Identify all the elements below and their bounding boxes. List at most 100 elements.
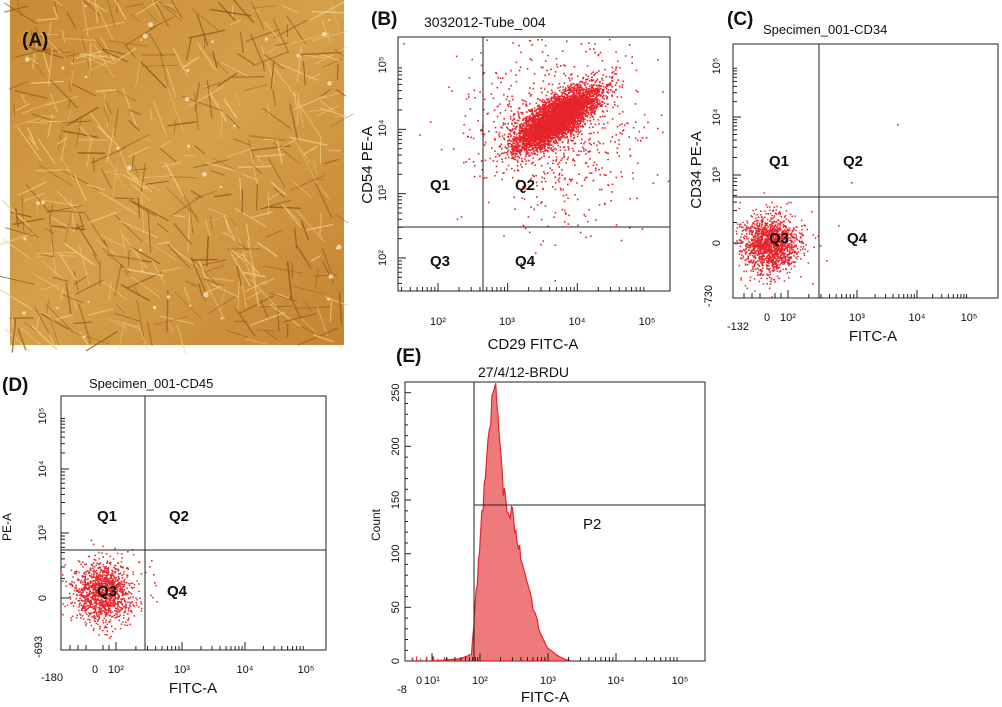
cell xyxy=(41,260,67,283)
scatter-dot xyxy=(567,127,570,129)
cell xyxy=(73,321,93,325)
scatter-dot xyxy=(532,139,534,141)
scatter-dot xyxy=(555,122,558,124)
scatter-dot xyxy=(553,124,555,127)
cell xyxy=(16,0,22,17)
scatter-dot xyxy=(571,178,574,181)
scatter-dot xyxy=(532,134,534,136)
cell xyxy=(114,197,135,200)
scatter-dot xyxy=(539,148,541,151)
scatter-dot xyxy=(567,140,570,143)
scatter-dot xyxy=(524,145,526,147)
scatter-dot xyxy=(577,224,579,227)
scatter-dot xyxy=(585,149,587,151)
cell xyxy=(0,199,30,227)
cell-body xyxy=(296,53,301,58)
scatter-dot xyxy=(574,112,576,114)
cell xyxy=(202,259,227,266)
scatter-dot xyxy=(495,131,498,133)
scatter-dot xyxy=(587,75,589,78)
scatter-dot xyxy=(511,147,514,149)
cell xyxy=(270,60,275,89)
scatter-dot xyxy=(567,108,570,110)
scatter-dot xyxy=(520,127,522,129)
scatter-dot xyxy=(572,106,574,108)
scatter-dot xyxy=(576,106,578,108)
cell xyxy=(129,200,156,217)
scatter-dot xyxy=(509,129,512,132)
cell xyxy=(25,121,48,124)
scatter-dot xyxy=(618,112,621,115)
scatter-dot xyxy=(513,147,516,149)
cell xyxy=(57,137,69,145)
scatter-dot xyxy=(585,106,588,109)
scatter-dot xyxy=(559,126,562,129)
scatter-dot xyxy=(558,180,561,183)
cell xyxy=(289,103,299,141)
scatter-dot xyxy=(570,178,573,181)
cell xyxy=(34,254,53,259)
cell xyxy=(45,205,84,214)
scatter-dot xyxy=(483,72,486,74)
cell xyxy=(244,338,268,345)
scatter-dot xyxy=(583,82,586,84)
scatter-dot xyxy=(520,138,523,140)
scatter-dot xyxy=(515,61,518,64)
cell xyxy=(246,240,257,278)
scatter-dot xyxy=(595,88,597,90)
scatter-dot xyxy=(593,48,595,50)
cell xyxy=(103,89,109,128)
scatter-dot xyxy=(524,190,526,192)
scatter-dot xyxy=(548,103,551,105)
cell-body xyxy=(148,22,154,28)
cell xyxy=(311,10,345,14)
cell xyxy=(313,274,338,277)
cell xyxy=(281,5,299,14)
scatter-dot xyxy=(557,108,560,110)
scatter-dot xyxy=(560,125,563,128)
cell xyxy=(144,180,169,185)
scatter-dot xyxy=(568,77,570,79)
scatter-dot xyxy=(578,173,580,175)
scatter-dot xyxy=(547,127,549,130)
cell-body xyxy=(24,57,30,62)
scatter-dot xyxy=(536,121,538,124)
scatter-dot xyxy=(536,136,539,139)
scatter-dot xyxy=(544,106,547,108)
scatter-dot xyxy=(526,150,529,152)
cell xyxy=(89,211,118,223)
scatter-dot xyxy=(657,59,659,61)
scatter-dot xyxy=(591,85,594,88)
cell xyxy=(298,104,323,139)
scatter-dot xyxy=(531,146,534,149)
scatter-dot xyxy=(511,129,513,132)
scatter-dot xyxy=(580,104,582,107)
cell xyxy=(34,27,43,39)
scatter-dot xyxy=(535,126,538,129)
scatter-dot xyxy=(517,179,520,182)
cell-body xyxy=(127,165,132,171)
scatter-dot xyxy=(548,121,550,123)
scatter-dot xyxy=(546,131,548,134)
scatter-dot xyxy=(541,146,544,148)
scatter-dot xyxy=(502,77,504,79)
scatter-dot xyxy=(552,107,554,109)
cell-body xyxy=(264,37,268,41)
cell-body xyxy=(116,146,120,150)
scatter-dot xyxy=(538,138,541,141)
scatter-dot xyxy=(590,102,593,105)
scatter-dot xyxy=(600,105,603,107)
scatter-dot xyxy=(566,120,568,123)
cell xyxy=(246,223,251,252)
cell xyxy=(233,0,255,24)
scatter-dot xyxy=(581,115,583,118)
scatter-dot xyxy=(506,147,508,149)
scatter-dot xyxy=(563,101,565,104)
scatter-dot xyxy=(531,109,533,112)
scatter-dot xyxy=(551,108,553,111)
scatter-dot xyxy=(581,120,583,123)
scatter-dot xyxy=(570,134,572,136)
scatter-dot xyxy=(467,93,470,96)
scatter-dot xyxy=(540,181,543,183)
scatter-dot xyxy=(589,100,592,102)
